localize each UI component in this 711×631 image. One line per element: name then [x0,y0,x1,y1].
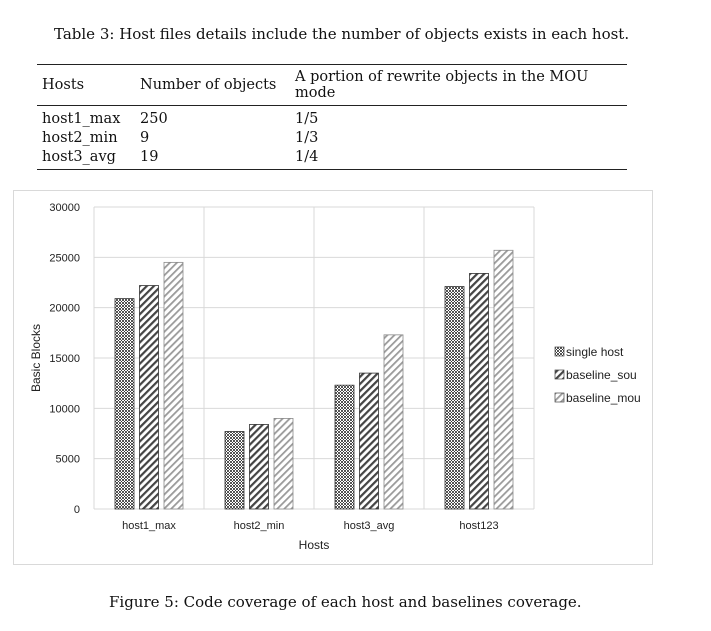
x-tick-label: host123 [459,520,498,532]
bar-single-host-host1-max [114,298,135,510]
legend-label: single host [566,345,624,359]
table-cell-host: host3_avg [37,148,135,170]
table-row: host2_min 9 1/3 [37,129,627,148]
chart-bars [114,249,514,510]
table-row: host3_avg 19 1/4 [37,148,627,170]
table-cell-host: host1_max [42,111,121,127]
x-tick-label: host3_avg [344,520,395,532]
chart-frame: 0 5000 10000 15000 20000 25000 30000 host1_max… [13,190,653,565]
table-cell-objects: 9 [140,130,150,146]
table-header-hosts: Hosts [37,64,135,106]
legend-label: baseline_sou [566,368,637,382]
y-tick-label: 5000 [56,454,80,466]
table-header-portion: A portion of rewrite objects in the MOU … [290,64,627,106]
table-cell-portion: 1/3 [295,130,319,146]
figure-caption: Figure 5: Code coverage of each host and… [109,593,582,611]
legend-label: baseline_mou [566,391,641,405]
table-cell-objects: 250 [140,111,168,127]
bar-baseline-sou-host2-min [249,424,269,510]
bar-baseline-mou-host123 [493,249,514,510]
legend-swatch [554,392,565,403]
y-tick-labels: 0 5000 10000 15000 20000 25000 30000 [49,202,80,516]
host-files-table: Hosts Number of objects A portion of rew… [37,64,627,170]
y-tick-label: 30000 [49,202,80,214]
bar-baseline-sou-host3-avg [359,372,379,510]
bar-baseline-sou-host123 [469,273,489,510]
bar-baseline-sou-host1-max [139,285,159,510]
bar-single-host-host123 [444,286,465,510]
x-axis-title: Hosts [299,538,330,552]
chart-gridlines [93,206,535,510]
x-tick-label: host1_max [122,520,176,532]
bar-baseline-mou-host1-max [163,261,184,510]
table-cell-host: host2_min [42,130,118,146]
table-cell-portion: 1/4 [290,148,627,170]
chart-legend: single host baseline_sou baseline_mou [554,345,641,405]
bar-single-host-host3-avg [334,384,355,510]
table-row: host1_max 250 1/5 [37,106,627,130]
table-caption: Table 3: Host files details include the … [54,25,630,43]
y-tick-label: 25000 [49,252,80,264]
bar-baseline-mou-host2-min [273,417,294,510]
y-tick-label: 0 [74,504,80,516]
x-tick-label: host2_min [234,520,285,532]
table-cell-portion: 1/5 [295,111,319,127]
legend-swatch [554,369,565,380]
table-header-row: Hosts Number of objects A portion of rew… [37,64,627,106]
bar-baseline-mou-host3-avg [383,334,404,510]
x-tick-labels: host1_max host2_min host3_avg host123 [122,520,498,532]
table-cell-objects: 19 [135,148,290,170]
legend-swatch [554,346,565,357]
y-axis-title: Basic Blocks [29,324,43,392]
table-header-objects: Number of objects [135,64,290,106]
bar-single-host-host2-min [224,431,245,510]
y-tick-label: 20000 [49,303,80,315]
y-tick-label: 15000 [49,353,80,365]
coverage-bar-chart: 0 5000 10000 15000 20000 25000 30000 host1_max… [29,202,641,552]
y-tick-label: 10000 [49,403,80,415]
